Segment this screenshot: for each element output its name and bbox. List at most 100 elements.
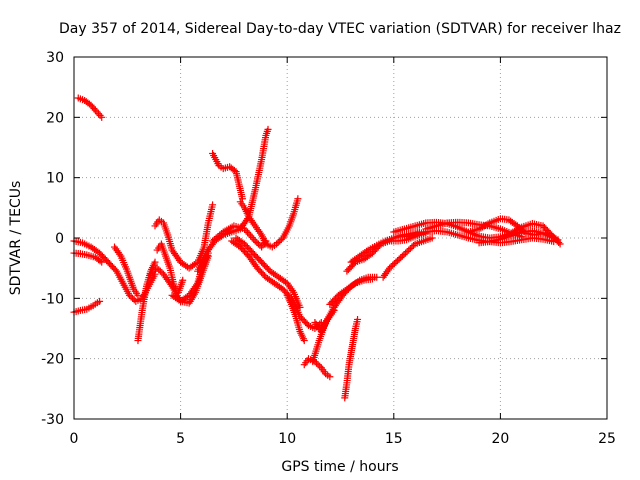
data-point (250, 235, 258, 243)
data-point (151, 258, 159, 266)
data-point (281, 278, 289, 286)
data-point (410, 242, 418, 250)
series-arc-25 (379, 234, 436, 281)
y-tick-label: 10 (46, 171, 64, 187)
data-point (241, 225, 249, 233)
data-point (95, 110, 103, 118)
data-point (387, 263, 395, 271)
series-arc-30 (475, 227, 558, 247)
chart-title: Day 357 of 2014, Sidereal Day-to-day VTE… (59, 21, 621, 37)
data-point (390, 260, 398, 268)
data-point (98, 113, 106, 121)
data-point (394, 257, 402, 265)
data-point (125, 291, 133, 299)
data-point (276, 237, 284, 245)
data-point (354, 315, 362, 323)
data-point (400, 251, 408, 259)
series-arc-2 (70, 297, 104, 316)
data-point (303, 320, 311, 328)
data-point (153, 264, 161, 272)
y-tick-label: -10 (41, 291, 64, 307)
data-point (98, 258, 106, 266)
series-arc-1 (74, 94, 106, 121)
series-arc-17 (283, 291, 308, 345)
series-arc-20 (311, 306, 338, 336)
data-point (179, 276, 187, 284)
axis-ticks: 0 5 10 15 20 25 -30 -20 -10 0 10 20 30 (41, 50, 616, 447)
data-point (148, 269, 156, 277)
series-arc-15 (228, 237, 325, 332)
data-point (264, 125, 272, 133)
data-point (155, 266, 163, 274)
data-point (274, 239, 282, 247)
series-arc-6 (134, 258, 159, 345)
data-point (428, 234, 436, 242)
data-point (316, 362, 324, 370)
data-point (402, 249, 410, 257)
series-arc-16 (232, 234, 304, 311)
y-tick-label: -30 (41, 412, 64, 428)
series-arc-22 (341, 315, 362, 402)
data-point (330, 306, 338, 314)
x-tick-label: 10 (278, 431, 296, 447)
data-point (406, 245, 414, 253)
data-point (150, 267, 158, 275)
data-point (127, 293, 135, 301)
x-tick-label: 5 (176, 431, 185, 447)
data-point (389, 261, 397, 269)
data-point (296, 303, 304, 311)
data-point (247, 232, 255, 240)
data-point (96, 297, 104, 305)
data-point (550, 234, 558, 242)
data-point (129, 294, 137, 302)
series-arc-5 (111, 243, 142, 299)
series-arc-7 (151, 201, 217, 272)
data-point (192, 281, 200, 289)
data-point (90, 104, 98, 112)
data-point (314, 361, 322, 369)
data-point (273, 240, 281, 248)
data-point (134, 291, 142, 299)
data-point (96, 257, 104, 265)
data-point (253, 239, 261, 247)
data-point (386, 264, 394, 272)
data-point (156, 267, 164, 275)
series-arc-21 (326, 275, 376, 308)
data-point (313, 359, 321, 367)
data-point (248, 234, 256, 242)
data-point (395, 255, 403, 263)
data-point (408, 243, 416, 251)
y-tick-label: 30 (46, 50, 64, 66)
data-point (397, 254, 405, 262)
data-point (96, 112, 104, 120)
data-points (70, 94, 564, 402)
series-arc-11 (194, 125, 272, 275)
data-point (363, 247, 371, 255)
data-point (254, 240, 262, 248)
data-point (262, 237, 270, 245)
series-arc-14 (209, 222, 270, 251)
y-tick-label: 20 (46, 110, 64, 126)
y-tick-label: -20 (41, 352, 64, 368)
y-tick-label: 0 (55, 231, 64, 247)
y-axis-label: SDTVAR / TECUs (8, 181, 24, 296)
series-arc-9 (153, 240, 187, 296)
data-point (147, 270, 155, 278)
data-point (392, 258, 400, 266)
data-point (554, 236, 562, 244)
data-point (350, 280, 358, 288)
data-point (244, 228, 252, 236)
x-tick-label: 25 (598, 431, 616, 447)
data-point (111, 266, 119, 274)
data-point (209, 201, 217, 209)
x-axis-label: GPS time / hours (281, 459, 398, 475)
data-point (300, 337, 308, 345)
series-arc-3 (70, 249, 106, 266)
data-point (405, 246, 413, 254)
data-point (403, 248, 411, 256)
data-point (398, 252, 406, 260)
data-point (556, 240, 564, 248)
x-tick-label: 0 (70, 431, 79, 447)
data-point (294, 195, 302, 203)
